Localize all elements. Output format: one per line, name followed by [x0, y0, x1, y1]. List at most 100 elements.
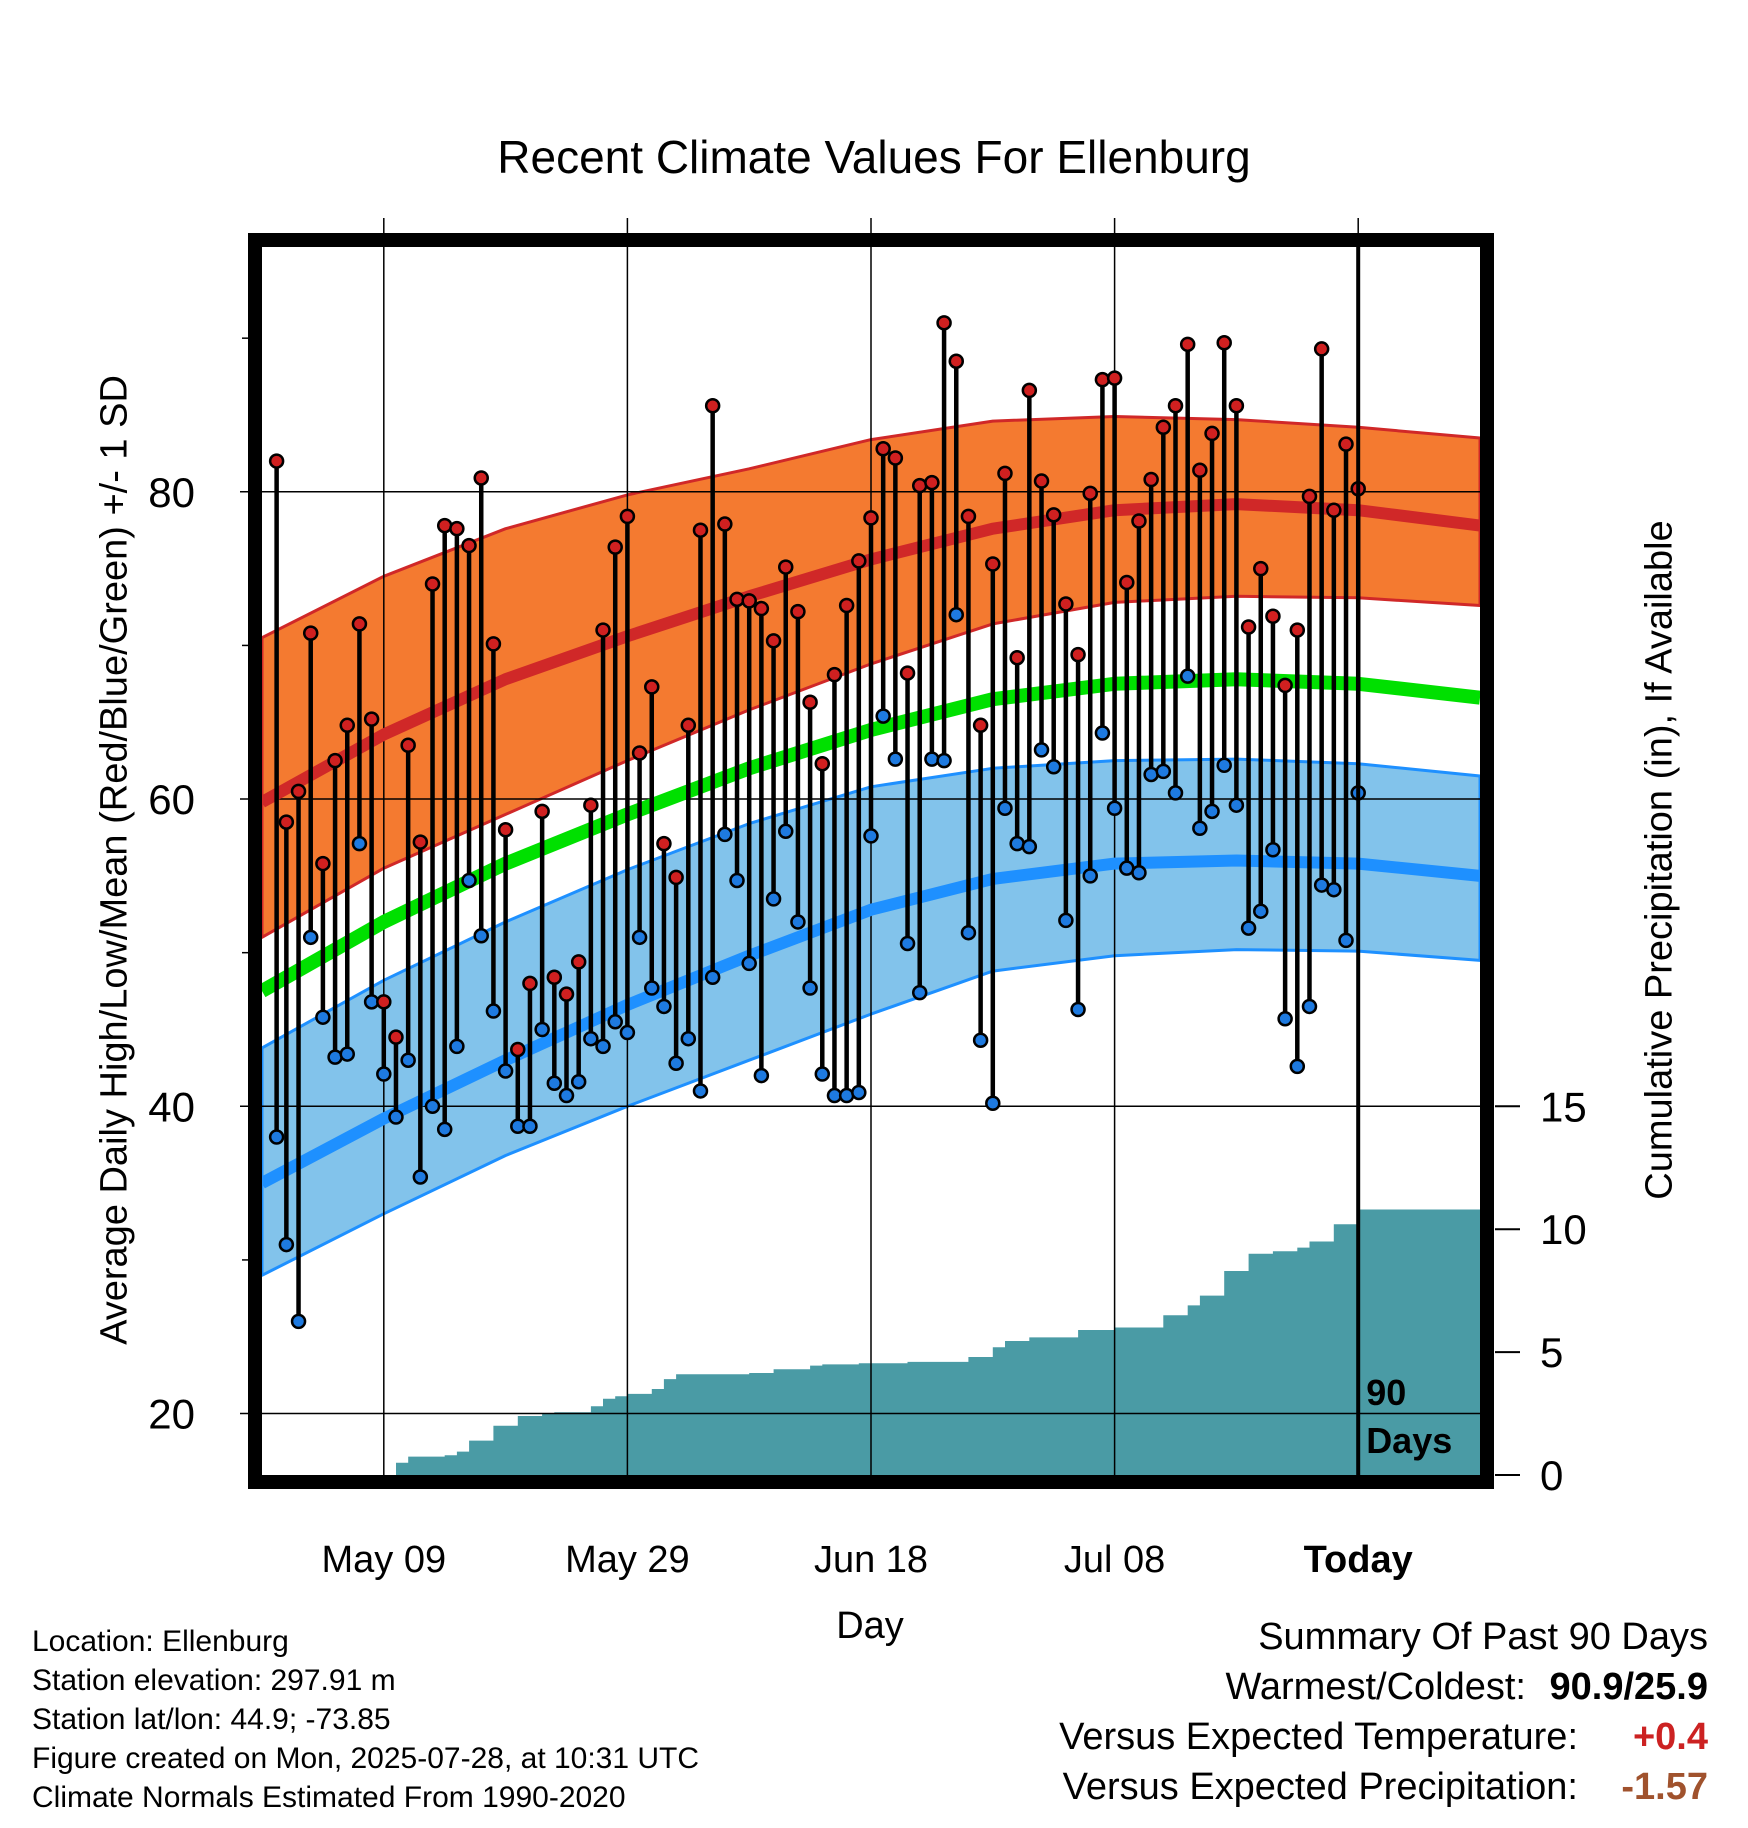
- daily-high-point: [899, 665, 916, 681]
- daily-high-point: [522, 975, 538, 992]
- daily-low-point: [497, 1063, 514, 1079]
- daily-high-point: [936, 315, 952, 331]
- x-tick-label: Today: [1304, 1539, 1413, 1581]
- daily-low-point: [412, 1169, 429, 1185]
- daily-low-point: [704, 969, 721, 986]
- axes: May 09 May 29 Jun 18 Jul 08 Today 20 40 60 80 0 5 1…: [148, 233, 1587, 1581]
- daily-high-point: [985, 556, 1001, 572]
- daily-low-point: [473, 928, 489, 944]
- daily-low-point: [1155, 763, 1172, 780]
- daily-high-point: [1289, 622, 1306, 638]
- daily-high-point: [1240, 619, 1257, 635]
- daily-high-point: [887, 450, 904, 466]
- temp-label: Versus Expected Temperature:: [1059, 1716, 1578, 1758]
- daily-low-point: [522, 1118, 538, 1135]
- daily-high-point: [1277, 677, 1293, 694]
- daily-low-point: [534, 1021, 550, 1038]
- daily-low-point: [899, 935, 916, 952]
- daily-high-point: [777, 559, 794, 575]
- daily-high-point: [1167, 398, 1184, 414]
- daily-low-point: [1070, 1001, 1086, 1018]
- right-tick-label: 5: [1540, 1329, 1563, 1376]
- daily-low-point: [1106, 800, 1123, 817]
- daily-low-point: [1192, 820, 1208, 836]
- daily-high-point: [534, 803, 550, 820]
- daily-low-point: [1204, 803, 1220, 820]
- daily-low-point: [960, 924, 977, 941]
- daily-high-point: [351, 616, 368, 632]
- daily-high-point: [851, 553, 867, 569]
- daily-high-point: [656, 835, 672, 852]
- daily-low-point: [327, 1049, 343, 1065]
- temp-value: +0.4: [1632, 1716, 1708, 1758]
- daily-high-point: [741, 593, 757, 609]
- daily-high-point: [424, 576, 441, 592]
- daily-high-point: [838, 597, 855, 614]
- daily-high-point: [1253, 560, 1269, 577]
- daily-low-point: [607, 1014, 623, 1030]
- daily-high-point: [960, 508, 977, 525]
- daily-high-point: [1216, 335, 1232, 351]
- daily-low-point: [1021, 838, 1038, 855]
- y-tick-label: 40: [148, 1083, 195, 1130]
- daily-high-point: [790, 603, 806, 620]
- daily-high-point: [1131, 513, 1147, 529]
- daily-high-point: [729, 591, 745, 608]
- daily-low-point: [777, 823, 794, 840]
- daily-high-point: [1313, 341, 1330, 357]
- daily-high-point: [680, 717, 697, 734]
- daily-high-point: [826, 666, 843, 683]
- latlon-text: Station lat/lon: 44.9; -73.85: [32, 1703, 391, 1736]
- daily-high-point: [376, 994, 392, 1010]
- daily-high-point: [449, 520, 465, 537]
- daily-low-point: [290, 1313, 307, 1330]
- daily-low-point: [339, 1046, 356, 1062]
- daily-low-point: [315, 1009, 331, 1025]
- daily-low-point: [1167, 785, 1184, 801]
- daily-low-point: [302, 929, 319, 946]
- created-text: Figure created on Mon, 2025-07-28, at 10…: [32, 1742, 700, 1775]
- daily-low-point: [887, 751, 904, 767]
- daily-high-point: [911, 477, 928, 494]
- daily-low-point: [985, 1095, 1001, 1111]
- daily-high-point: [1021, 382, 1038, 399]
- daily-high-point: [1338, 436, 1354, 452]
- daily-low-point: [802, 980, 818, 996]
- daily-high-point: [717, 516, 733, 532]
- daily-high-point: [1058, 596, 1074, 612]
- daily-low-point: [595, 1038, 611, 1055]
- daily-low-point: [741, 955, 757, 972]
- daily-high-point: [302, 625, 319, 641]
- daily-high-point: [668, 869, 684, 886]
- daily-high-point: [1033, 473, 1050, 489]
- y-tick-label: 60: [148, 776, 195, 823]
- y-tick-label: 20: [148, 1391, 195, 1438]
- daily-high-point: [546, 969, 563, 986]
- daily-high-point: [692, 522, 709, 538]
- daily-low-point: [790, 914, 806, 930]
- annotation-90: 90: [1366, 1372, 1406, 1413]
- daily-low-point: [1131, 865, 1147, 881]
- elevation-text: Station elevation: 297.91 m: [32, 1664, 396, 1697]
- daily-low-point: [1228, 797, 1245, 813]
- daily-high-point: [1204, 425, 1220, 442]
- daily-high-point: [363, 711, 380, 727]
- x-tick-label: Jul 08: [1064, 1539, 1165, 1581]
- warm-cold-label: Warmest/Coldest:: [1225, 1666, 1526, 1708]
- daily-high-point: [1228, 398, 1245, 414]
- daily-high-point: [704, 398, 721, 414]
- annotation-days: Days: [1366, 1420, 1452, 1461]
- daily-low-point: [619, 1024, 636, 1041]
- daily-low-point: [461, 872, 477, 889]
- daily-low-point: [1253, 903, 1269, 919]
- daily-low-point: [1301, 998, 1318, 1015]
- daily-low-point: [1326, 881, 1342, 898]
- daily-low-point: [924, 751, 940, 767]
- station-info: Location: Ellenburg Station elevation: 2…: [32, 1622, 699, 1817]
- daily-high-point: [570, 954, 587, 970]
- daily-low-point: [436, 1121, 453, 1138]
- daily-low-point: [1009, 835, 1025, 852]
- daily-high-point: [972, 717, 989, 734]
- y-tick-label: 80: [148, 469, 195, 516]
- daily-high-point: [436, 517, 453, 534]
